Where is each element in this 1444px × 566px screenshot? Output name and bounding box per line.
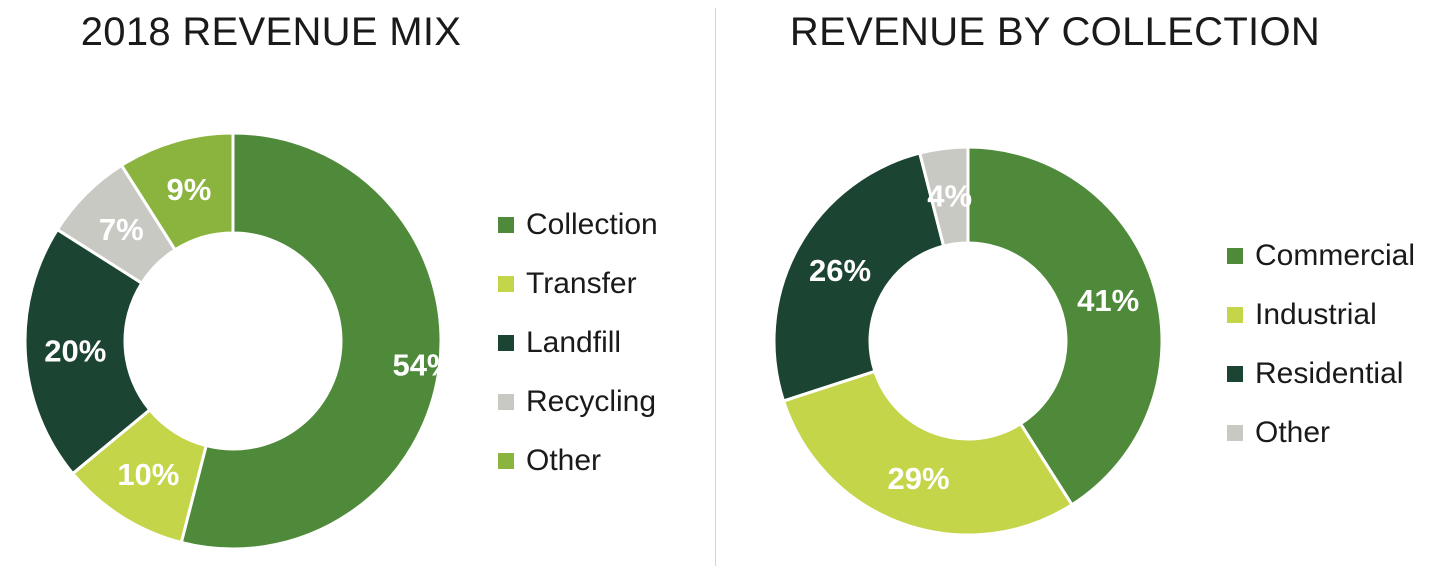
revenue-by-collection-legend: Commercial Industrial Residential Other: [1227, 226, 1415, 462]
legend-swatch: [1227, 247, 1243, 264]
legend-item-recycling: Recycling: [498, 372, 658, 431]
slice-collection: [179, 131, 443, 551]
slice-industrial: [781, 369, 1075, 537]
slice-residential: [772, 151, 946, 403]
legend-swatch: [1227, 306, 1243, 323]
slice-commercial: [966, 145, 1164, 507]
revenue-by-collection-title: REVENUE BY COLLECTION: [789, 10, 1321, 54]
legend-swatch: [498, 334, 514, 351]
legend-label: Other: [1255, 415, 1331, 449]
legend-item-landfill: Landfill: [498, 313, 658, 372]
revenue-by-collection-donut-chart: 41% 29% 26% 4%: [772, 145, 1164, 537]
slice-label-residential: 26%: [809, 253, 871, 288]
legend-item-transfer: Transfer: [498, 254, 658, 313]
legend-item-other: Other: [498, 431, 658, 490]
legend-swatch: [498, 452, 514, 469]
legend-item-other: Other: [1227, 403, 1415, 462]
legend-item-collection: Collection: [498, 195, 658, 254]
legend-label: Commercial: [1255, 238, 1416, 272]
legend-label: Industrial: [1255, 297, 1377, 331]
legend-swatch: [498, 393, 514, 410]
legend-swatch: [1227, 365, 1243, 382]
legend-item-commercial: Commercial: [1227, 226, 1415, 285]
revenue-mix-title: 2018 REVENUE MIX: [80, 10, 462, 54]
legend-item-industrial: Industrial: [1227, 285, 1415, 344]
slice-label-other: 4%: [927, 179, 972, 214]
legend-swatch: [498, 275, 514, 292]
slice-label-landfill: 20%: [44, 333, 106, 368]
panel-divider: [715, 8, 716, 566]
slice-other: [917, 145, 970, 248]
legend-label: Other: [526, 443, 602, 477]
slice-label-transfer: 10%: [117, 457, 179, 492]
slice-label-recycling: 7%: [99, 212, 144, 247]
revenue-by-collection-panel: REVENUE BY COLLECTION 41% 29% 26% 4% Commer…: [716, 0, 1444, 566]
legend-label: Collection: [526, 207, 658, 241]
legend-swatch: [498, 216, 514, 233]
revenue-mix-legend: Collection Transfer Landfill Recycling Other: [498, 195, 658, 490]
slice-other: [119, 131, 235, 252]
legend-item-residential: Residential: [1227, 344, 1415, 403]
slice-label-commercial: 41%: [1077, 283, 1139, 318]
slice-label-other: 9%: [167, 172, 212, 207]
legend-label: Transfer: [526, 266, 637, 300]
slice-label-industrial: 29%: [888, 461, 950, 496]
legend-label: Recycling: [526, 384, 657, 418]
revenue-mix-donut-chart: 54% 10% 20% 7% 9%: [23, 131, 455, 551]
slice-label-collection: 54%: [392, 348, 454, 383]
legend-label: Landfill: [526, 325, 622, 359]
legend-label: Residential: [1255, 356, 1404, 390]
legend-swatch: [1227, 424, 1243, 441]
slice-landfill: [23, 227, 152, 476]
revenue-mix-panel: 2018 REVENUE MIX 54% 10% 20% 7% 9% Collectio…: [0, 0, 715, 566]
